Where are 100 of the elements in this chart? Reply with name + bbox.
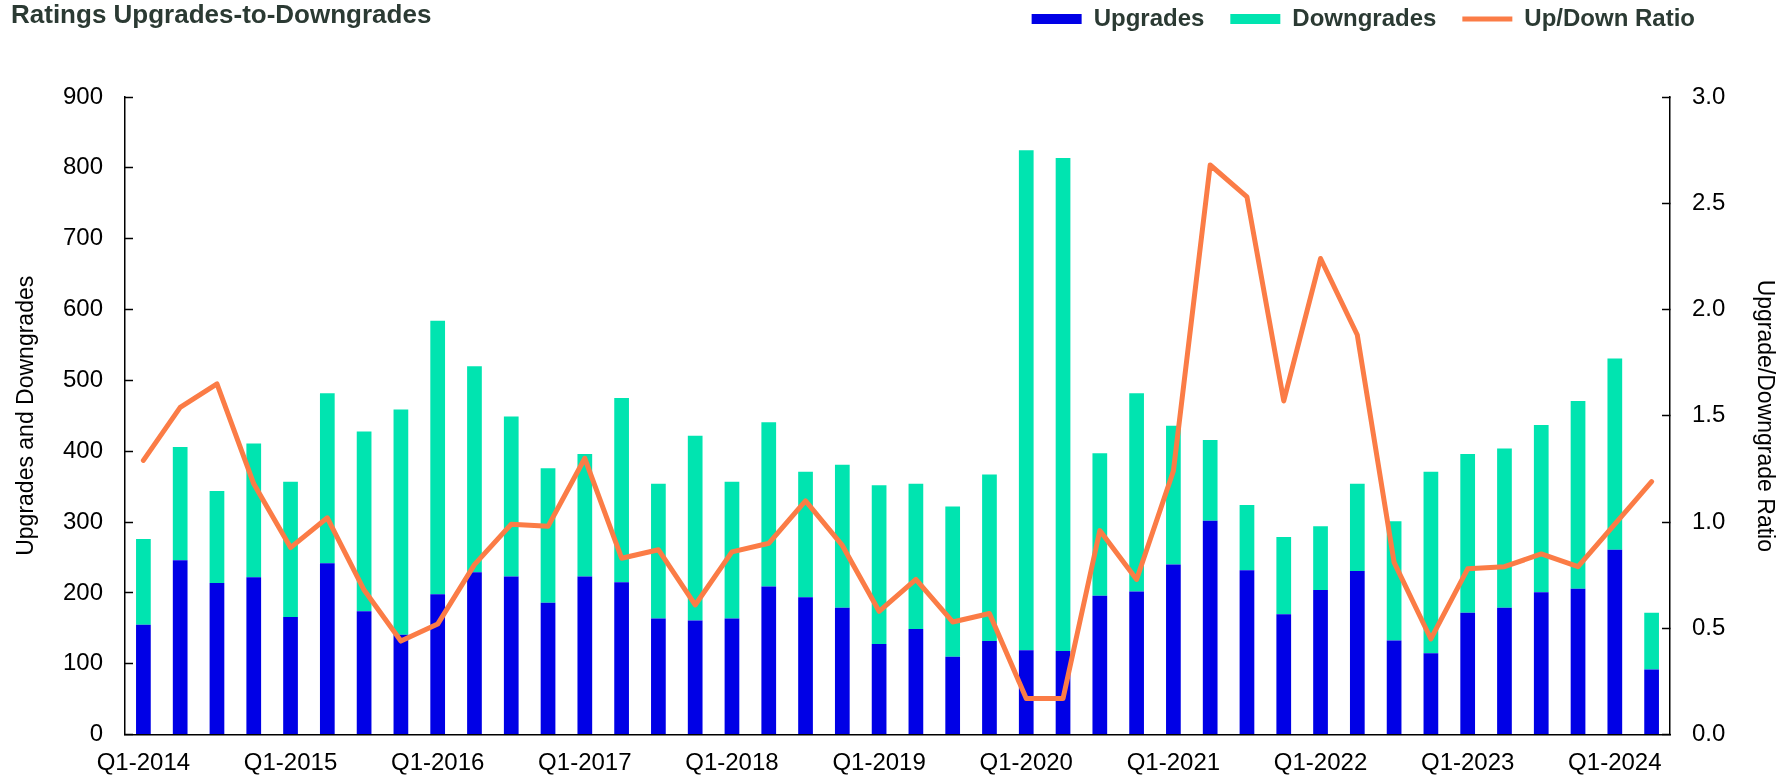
bar [1570,588,1586,735]
x-tick-label: Q1-2018 [685,747,779,775]
x-tick-label: Q1-2016 [390,747,485,775]
bar [1349,483,1365,571]
bar [1129,591,1144,735]
x-tick-label: Q1-2017 [538,747,632,775]
bar [467,572,482,735]
bar [1644,612,1659,670]
bar [687,620,703,735]
bar [834,464,850,608]
bar [1497,607,1512,735]
bar [430,594,446,735]
x-tick-label: Q1-2021 [1126,747,1221,775]
bar [1533,425,1549,593]
bar [503,416,519,577]
y2-tick-label: 2.5 [1692,187,1726,215]
y2-tick-label: 0.0 [1692,719,1726,747]
bar [1644,669,1659,735]
bar [908,629,924,735]
x-tick-label: Q1-2024 [1568,747,1662,775]
y-tick-label: 400 [62,435,103,463]
bar [1423,653,1439,735]
bar [1607,358,1623,550]
bar [319,393,335,564]
bar [1276,536,1292,615]
bar [1129,393,1144,592]
bar [283,481,298,617]
legend-label: Up/Down Ratio [1524,3,1696,31]
bar [1018,150,1034,651]
y-tick-label: 200 [62,577,103,605]
bar [1239,505,1255,571]
y-tick-label: 100 [62,648,103,676]
bar [209,582,225,735]
bar [1313,590,1328,735]
bar [945,506,961,657]
bar [761,586,777,735]
bar [1533,592,1549,735]
x-tick-label: Q1-2022 [1273,747,1368,775]
bar [1239,570,1255,735]
bar [687,435,703,621]
bar [1276,614,1292,735]
bar [172,560,188,735]
bar [393,634,409,735]
bar [871,643,887,735]
bar [540,602,556,735]
bar [1570,400,1586,589]
bar [614,398,629,583]
y-axis-title: Upgrades and Downgrades [12,275,39,556]
bar [540,468,556,603]
x-tick-label: Q1-2015 [243,747,338,775]
bar [945,656,961,735]
chart-title: Ratings Upgrades-to-Downgrades [11,0,432,29]
y2-tick-label: 1.5 [1692,400,1726,428]
bar [577,454,593,577]
bar [761,422,777,587]
y-tick-label: 500 [62,365,103,392]
bar [798,471,813,598]
bar [614,582,629,735]
y-tick-label: 300 [62,506,103,534]
bar [908,483,924,630]
bar [1166,564,1181,735]
bar [1349,570,1365,735]
bar [577,576,593,735]
bar [356,611,372,735]
bar [503,576,519,735]
y-tick-label: 600 [62,294,103,322]
bar [393,409,409,635]
bar [1313,526,1328,591]
bar [1607,549,1623,735]
bar [246,443,262,578]
bar [1460,612,1476,735]
bar [136,624,151,735]
y-tick-label: 700 [62,223,103,251]
bar [467,366,482,573]
x-tick-label: Q1-2023 [1420,747,1515,775]
bar [356,431,372,612]
y2-tick-label: 3.0 [1692,81,1726,109]
x-tick-label: Q1-2014 [96,747,191,775]
y2-tick-label: 1.0 [1692,506,1726,534]
bar [651,618,666,735]
legend-label: Downgrades [1292,3,1437,31]
bar [798,597,813,735]
y-tick-label: 800 [62,152,103,180]
bar [1497,448,1512,608]
bar [172,446,188,561]
bar [724,481,740,619]
bar [209,490,225,583]
bar [319,563,335,735]
legend-label: Upgrades [1093,3,1205,31]
bar [283,617,298,735]
bar [1386,640,1402,735]
y-tick-label: 900 [62,81,103,109]
y2-tick-label: 0.5 [1692,612,1726,640]
bar [871,485,887,644]
bar [136,539,151,625]
bar [430,320,446,595]
bar [982,474,997,642]
bar [1460,454,1476,613]
x-tick-label: Q1-2020 [979,747,1073,775]
bar [1092,595,1108,735]
